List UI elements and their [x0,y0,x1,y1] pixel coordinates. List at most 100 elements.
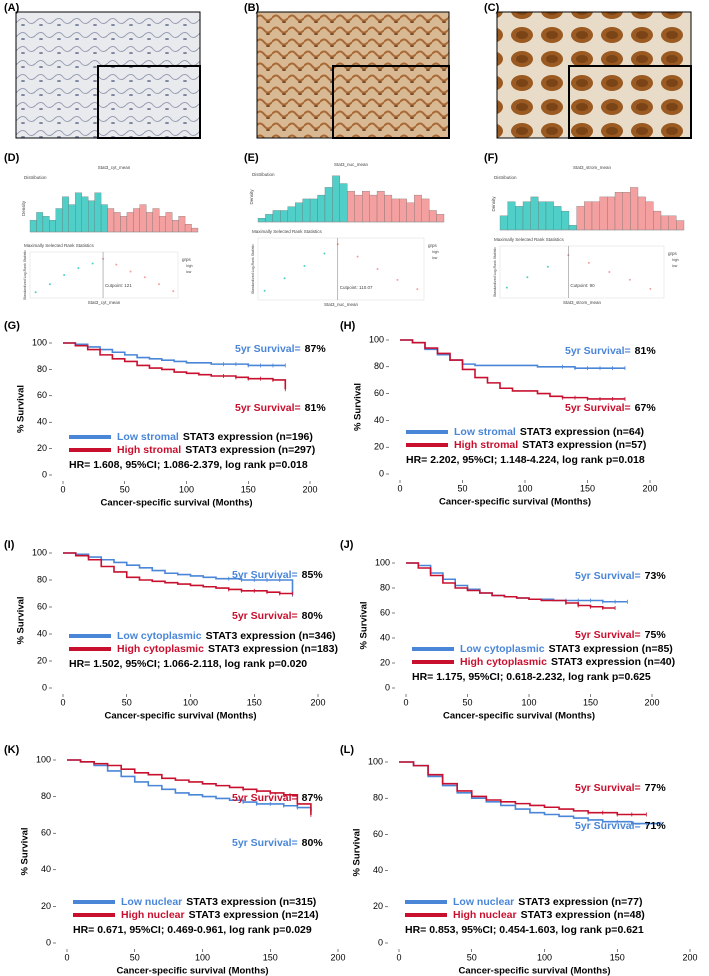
hist-bar [295,202,303,223]
y-tick-label: 40 [41,864,51,874]
x-tick-label: 150 [610,952,625,962]
stat-frame [257,237,425,301]
legend-entry: High nuclear STAT3 expression (n=48) [453,909,645,921]
stat-xlabel: Stat3_cyt_mean [88,300,121,305]
legend-entry: Low stromal STAT3 expression (n=64) [454,426,644,438]
y-tick-label: 80 [37,574,47,584]
annotation: 5yr Survival= 71% [575,820,666,832]
y-tick-label: 20 [380,657,390,667]
y-tick-label: 40 [37,628,47,638]
hist-bar [113,212,121,233]
y-tick-label: 100 [32,547,47,557]
hist-bar [339,183,348,223]
x-axis-label: Cancer-specific survival (Months) [116,966,268,976]
stat-point [396,278,399,281]
legend-name: Low nuclear [121,896,182,908]
hist-bar [184,224,192,233]
x-tick-label: 150 [580,483,595,493]
annotation-text: 5yr Survival= [575,629,641,641]
hist-bar [538,201,547,231]
legend-name: Low stromal [454,426,516,438]
hist-bar [584,201,593,231]
legend-entry: low [186,270,192,274]
y-tick-label: 100 [369,334,384,344]
annotation-value: 73% [645,570,667,582]
legend-text: STAT3 expression (n=297) [185,444,315,456]
x-tick-label: 0 [396,952,401,962]
hist-bar [561,210,570,231]
survival-curve [67,759,312,815]
hist-subtitle: Distribution [24,175,47,180]
x-tick-label: 100 [537,952,552,962]
hist-bar [36,212,44,233]
legend-name: Low cytoplasmic [460,643,545,655]
hist-bar [302,198,311,223]
y-tick-label: 100 [368,756,383,766]
stat-point [263,289,266,292]
y-tick-label: 40 [373,865,383,875]
panel-label: (J) [340,539,354,551]
x-tick-label: 0 [64,952,69,962]
legend-text: STAT3 expression (n=77) [518,896,642,908]
hist-bar [332,175,340,223]
panel-label: (G) [4,320,20,332]
stat-frame [499,245,665,299]
stat-title: Maximally Selected Rank Statistics [252,229,323,234]
stats-text: HR= 0.853, 95%CI; 0.454-1.603, log rank … [405,924,644,936]
hist-title: Stat3_strom_mean [573,165,612,170]
micrograph-inset [568,65,692,139]
annotation-value: 87% [305,343,327,355]
x-axis-label: Cancer-specific survival (Months) [458,966,610,976]
legend-text: STAT3 expression (n=64) [520,426,644,438]
legend-entry: high [672,258,679,262]
annotation-text: 5yr Survival= [575,820,641,832]
stat-point [48,283,51,286]
legend-entry: high [432,250,439,254]
stat-point [376,268,379,270]
hist-subtitle: Distribution [252,172,275,177]
survival-curve [399,761,647,816]
y-tick-label: 20 [374,442,384,452]
hist-bar [391,198,400,223]
hist-bar [272,210,281,223]
x-axis-label: Cancer-specific survival (Months) [104,711,256,722]
stat-point [158,283,161,286]
legend-entry: High nuclear STAT3 expression (n=214) [121,909,319,921]
hist-bar [88,200,95,233]
annotation-value: 85% [302,569,324,581]
legend-entry: Low cytoplasmic STAT3 expression (n=85) [460,643,673,655]
x-tick-label: 200 [642,483,657,493]
hist-bar [553,206,562,231]
legend-title: grps [182,257,192,262]
legend-entry: high [186,264,193,268]
legend-text: STAT3 expression (n=346) [206,630,336,642]
x-tick-label: 50 [130,952,140,962]
x-tick-label: 50 [122,697,132,707]
annotation-text: 5yr Survival= [232,837,298,849]
x-tick-label: 200 [682,952,697,962]
hist-ylabel: Density [21,200,26,216]
annotation-value: 80% [302,610,324,622]
y-tick-label: 60 [37,390,47,400]
stats-text: HR= 0.671, 95%CI; 0.469-0.961, log rank … [73,924,312,936]
stats-text: HR= 2.202, 95%CI; 1.148-4.224, log rank … [406,454,645,466]
survival-curve [400,339,625,369]
y-tick-label: 60 [374,388,384,398]
y-tick-label: 100 [32,337,47,347]
hist-title: Stat3_nuc_mean [334,162,369,167]
annotation-value: 71% [645,820,667,832]
hist-bar [576,206,585,231]
annotation: 5yr Survival= 81% [235,402,326,414]
annotation: 5yr Survival= 75% [575,629,666,641]
annotation: 5yr Survival= 80% [232,610,323,622]
hist-bar [599,196,608,231]
stat-point [505,286,508,289]
micrograph-inset [97,65,201,139]
legend-text: STAT3 expression (n=196) [183,431,313,443]
hist-bar [317,194,326,223]
legend-entry: low [672,264,678,268]
legend-text: STAT3 expression (n=85) [549,643,673,655]
stat-ylabel: Standardized Log-Rank Statistic [493,247,497,297]
hist-bar [369,194,378,223]
legend-text: STAT3 expression (n=315) [186,896,316,908]
